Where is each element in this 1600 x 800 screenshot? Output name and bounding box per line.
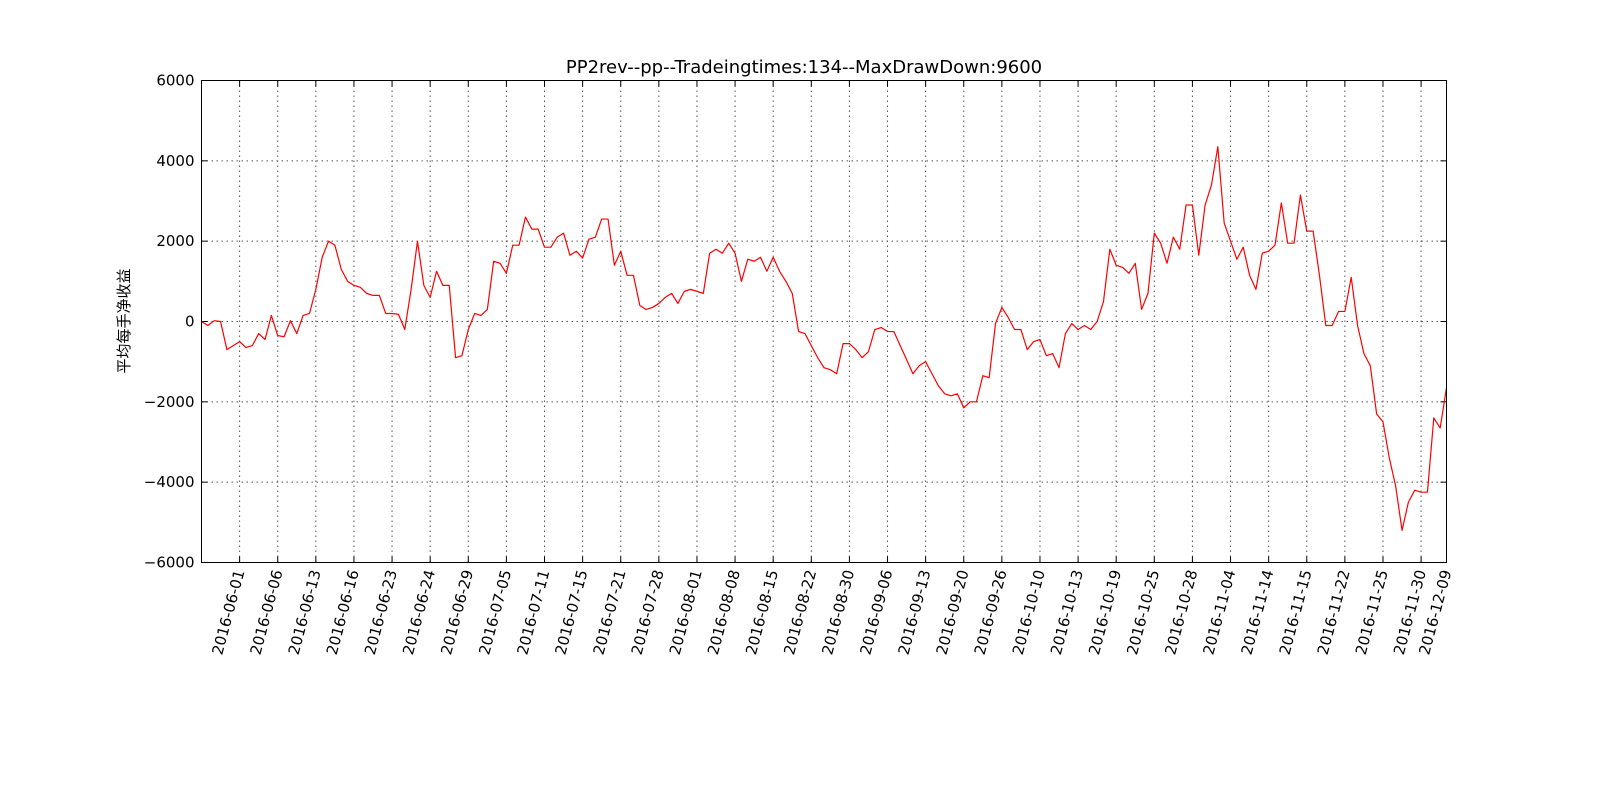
series [201,146,1448,531]
x-tick-label: 2016-06-16 [323,568,363,657]
x-tick-label: 2016-08-30 [818,568,858,657]
y-tick-label: −4000 [144,473,195,491]
x-tick-label: 2016-11-14 [1238,568,1278,657]
x-tick-label: 2016-07-15 [552,568,592,657]
x-tick-label: 2016-06-13 [285,568,325,657]
x-tick-label: 2016-10-25 [1123,568,1163,657]
y-tick-label: −2000 [144,393,195,411]
x-tick-label: 2016-08-08 [704,568,744,657]
x-tick-label: 2016-09-06 [856,568,896,657]
x-tick-label: 2016-06-01 [209,568,249,657]
y-tick-label: 0 [185,313,195,331]
x-tick-label: 2016-10-13 [1047,568,1087,657]
x-tick-label: 2016-06-24 [399,568,439,657]
x-tick-label: 2016-11-25 [1352,568,1392,657]
y-tick-label: −6000 [144,554,195,572]
x-tick-label: 2016-10-28 [1161,568,1201,657]
x-tick-label: 2016-11-04 [1199,568,1239,657]
x-tick-label: 2016-07-05 [475,568,515,657]
x-tick-label: 2016-11-15 [1276,568,1316,657]
x-tick-label: 2016-06-23 [361,568,401,657]
chart-title: PP2rev--pp--Tradeingtimes:134--MaxDrawDo… [566,57,1042,78]
grid [201,80,1447,563]
y-tick-label: 6000 [156,72,194,90]
x-tick-label: 2016-09-20 [933,568,973,657]
x-tick-label: 2016-07-11 [513,568,553,657]
x-tick-label: 2016-11-22 [1314,568,1354,657]
y-tick-label: 4000 [156,152,194,170]
x-tick-label: 2016-09-26 [971,568,1011,657]
x-tick-label: 2016-10-10 [1009,568,1049,657]
series-line [201,146,1448,531]
x-tick-label: 2016-08-01 [666,568,706,657]
x-tick-label: 2016-07-28 [628,568,668,657]
x-tick-label: 2016-06-06 [247,568,287,657]
x-tick-label: 2016-10-19 [1085,568,1125,657]
y-tick-label: 2000 [156,232,194,250]
x-tick-label: 2016-09-13 [895,568,935,657]
x-tick-label: 2016-06-29 [437,568,477,657]
y-axis: 6000 4000 2000 0 −2000 −4000 −6000 [144,72,1447,572]
y-axis-label: 平均每手净收益 [115,268,133,373]
x-tick-label: 2016-08-22 [780,568,820,657]
x-tick-label: 2016-08-15 [742,568,782,657]
x-tick-label: 2016-07-21 [590,568,630,657]
plot-frame [201,80,1447,563]
